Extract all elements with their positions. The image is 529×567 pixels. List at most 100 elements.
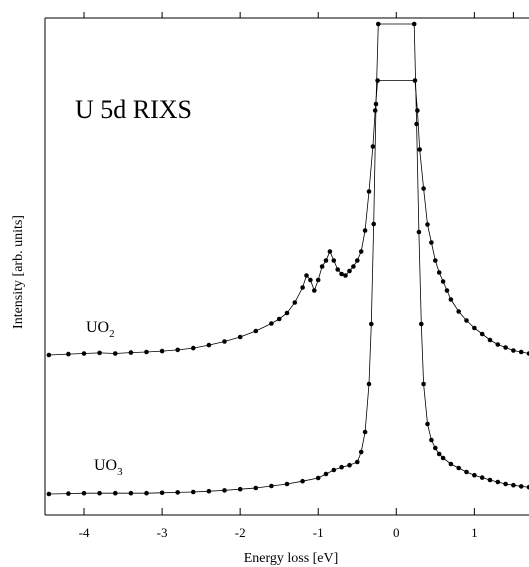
data-point <box>159 348 165 354</box>
data-point <box>46 352 52 358</box>
data-point <box>347 268 352 274</box>
data-point <box>503 481 508 487</box>
data-point <box>436 451 442 457</box>
data-point <box>375 78 380 83</box>
data-point <box>511 482 516 488</box>
series-label-uo3-name: UO <box>94 457 117 474</box>
data-point <box>323 471 329 477</box>
data-point <box>206 342 212 348</box>
chart-title: U 5d RIXS <box>75 95 192 124</box>
data-point <box>433 445 438 451</box>
data-point <box>369 321 374 327</box>
data-point <box>237 334 243 340</box>
data-point <box>429 240 434 245</box>
data-point <box>66 351 71 357</box>
series-label-uo3-subscript: 3 <box>117 466 123 478</box>
data-point <box>448 461 454 467</box>
data-point <box>292 300 298 305</box>
data-point <box>315 277 321 283</box>
data-point <box>526 484 529 490</box>
data-point <box>370 144 376 149</box>
data-point <box>304 273 309 278</box>
x-tick-label: -2 <box>235 525 246 540</box>
data-point <box>237 486 243 492</box>
data-point <box>351 264 356 269</box>
data-point <box>343 273 348 278</box>
data-point <box>97 490 102 496</box>
data-point <box>312 288 317 293</box>
x-tick-label: -1 <box>313 525 324 540</box>
data-point <box>472 325 477 331</box>
data-point <box>113 490 118 496</box>
data-point <box>308 277 313 283</box>
data-point <box>372 108 378 113</box>
data-point <box>425 222 430 227</box>
data-point <box>323 258 329 263</box>
data-point <box>300 478 305 484</box>
data-point <box>464 318 469 323</box>
data-point <box>417 147 423 152</box>
data-point <box>414 121 419 127</box>
data-point <box>526 351 529 356</box>
y-axis-title: Intensity [arb. units] <box>11 215 26 329</box>
data-point <box>315 475 321 481</box>
data-point <box>421 381 426 387</box>
data-point <box>222 339 227 344</box>
series-label-uo2-subscript: 2 <box>109 328 115 340</box>
data-point <box>355 459 360 465</box>
data-point <box>479 475 485 480</box>
data-point <box>366 381 372 387</box>
series-group <box>46 21 529 497</box>
data-point <box>128 350 134 355</box>
data-point <box>362 429 368 435</box>
data-point <box>487 477 493 483</box>
data-point <box>269 321 274 326</box>
data-point <box>495 479 501 485</box>
data-point <box>97 350 102 356</box>
data-point <box>503 345 508 350</box>
data-point <box>335 267 341 272</box>
data-point <box>440 279 446 284</box>
data-point <box>253 328 259 334</box>
data-point <box>412 78 418 83</box>
data-point <box>269 483 274 489</box>
data-point <box>464 469 469 475</box>
data-point <box>144 490 149 496</box>
x-axis-title: Energy loss [eV] <box>244 551 339 566</box>
data-point <box>113 351 118 356</box>
data-point <box>366 189 372 194</box>
data-point <box>511 348 516 353</box>
data-point <box>518 484 524 489</box>
data-point <box>436 270 442 275</box>
data-point <box>373 101 379 107</box>
data-point <box>433 258 438 263</box>
x-tick-label: 0 <box>393 525 400 540</box>
data-point <box>355 258 360 263</box>
data-point <box>191 489 196 495</box>
data-point <box>331 467 337 473</box>
data-point <box>175 347 180 353</box>
data-point <box>371 221 377 227</box>
data-point <box>206 488 212 494</box>
data-point <box>376 21 381 27</box>
data-point <box>518 349 524 355</box>
data-point <box>319 264 325 269</box>
x-tick-label: -3 <box>157 525 168 540</box>
data-point <box>144 349 149 355</box>
data-point <box>284 310 290 316</box>
data-point <box>419 321 424 327</box>
plot-frame <box>44 17 529 516</box>
series-label-uo2: UO2 <box>86 319 115 340</box>
x-tick-label: 1 <box>471 525 478 540</box>
data-point <box>46 491 52 497</box>
data-point <box>327 249 333 254</box>
data-point <box>175 490 180 495</box>
x-axis-ticks: -4 -3 -2 -1 0 1 <box>79 12 514 540</box>
data-point <box>284 481 290 487</box>
data-point <box>429 437 434 443</box>
data-point <box>222 488 227 493</box>
data-point <box>331 258 337 263</box>
series-label-uo2-name: UO <box>86 319 109 336</box>
data-point <box>411 21 417 27</box>
data-point <box>339 464 344 470</box>
